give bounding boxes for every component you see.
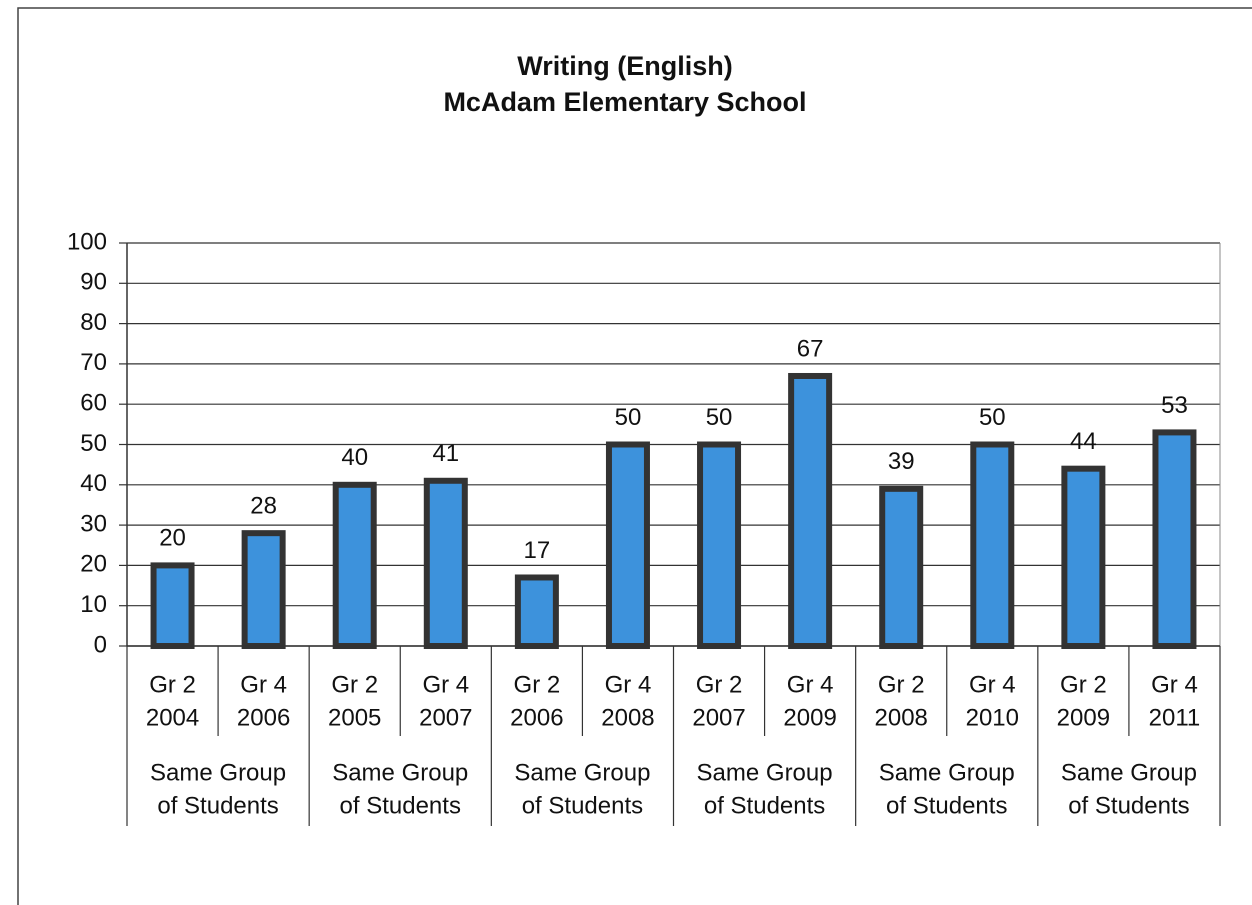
y-tick-label: 70	[80, 349, 107, 376]
frame	[17, 7, 1252, 905]
group-label: Same Group	[879, 759, 1015, 786]
group-label: Same Group	[697, 759, 833, 786]
group-label: of Students	[340, 792, 461, 819]
x-tick-label: Gr 4	[422, 671, 469, 698]
bar	[1152, 429, 1197, 649]
bar	[697, 441, 742, 649]
x-tick-label: 2007	[692, 704, 745, 731]
group-label: Same Group	[1061, 759, 1197, 786]
bar	[1061, 465, 1106, 649]
y-tick-label: 30	[80, 510, 107, 537]
data-label: 50	[706, 404, 733, 431]
group-label: Same Group	[150, 759, 286, 786]
y-tick-label: 0	[94, 631, 107, 658]
x-tick-label: 2004	[146, 704, 199, 731]
chart-title: Writing (English)	[517, 51, 732, 81]
x-tick-label: 2008	[875, 704, 928, 731]
data-label: 50	[979, 404, 1006, 431]
x-tick-label: 2007	[419, 704, 472, 731]
y-tick-label: 50	[80, 430, 107, 457]
y-tick-label: 40	[80, 470, 107, 497]
group-label: Same Group	[514, 759, 650, 786]
x-tick-label: Gr 2	[331, 671, 378, 698]
bar	[879, 485, 924, 649]
y-tick-label: 100	[67, 228, 107, 255]
bar	[150, 562, 195, 650]
x-tick-label: 2011	[1149, 704, 1201, 731]
x-tick-label: Gr 2	[696, 671, 743, 698]
x-tick-label: 2008	[601, 704, 654, 731]
bar	[970, 441, 1015, 649]
x-tick-label: Gr 2	[878, 671, 925, 698]
data-label: 20	[159, 525, 186, 552]
x-tick-label: 2006	[237, 704, 290, 731]
data-label: 28	[250, 493, 277, 520]
bar	[514, 574, 559, 649]
x-tick-label: Gr 2	[1060, 671, 1107, 698]
data-label: 67	[797, 335, 824, 362]
x-tick-label: Gr 2	[514, 671, 561, 698]
group-label: of Students	[157, 792, 278, 819]
x-tick-label: Gr 4	[605, 671, 652, 698]
x-tick-label: 2006	[510, 704, 563, 731]
x-tick-label: 2009	[783, 704, 836, 731]
bar	[423, 477, 468, 649]
chart-title: McAdam Elementary School	[443, 87, 806, 117]
x-tick-label: 2005	[328, 704, 381, 731]
y-tick-label: 80	[80, 309, 107, 336]
data-label: 39	[888, 448, 915, 475]
data-label: 40	[341, 444, 368, 471]
x-tick-label: Gr 4	[969, 671, 1016, 698]
x-tick-label: 2010	[966, 704, 1019, 731]
data-label: 50	[615, 404, 642, 431]
x-tick-label: Gr 4	[787, 671, 834, 698]
bar	[241, 530, 286, 649]
y-tick-label: 20	[80, 551, 107, 578]
group-label: of Students	[886, 792, 1007, 819]
data-label: 53	[1161, 392, 1188, 419]
bar	[788, 372, 833, 649]
group-label: of Students	[522, 792, 643, 819]
data-label: 17	[524, 537, 551, 564]
y-tick-label: 10	[80, 591, 107, 618]
bar	[605, 441, 650, 649]
x-tick-label: Gr 2	[149, 671, 196, 698]
data-label: 44	[1070, 428, 1097, 455]
data-label: 41	[432, 440, 459, 467]
x-tick-label: 2009	[1057, 704, 1110, 731]
bar	[332, 481, 377, 649]
y-tick-label: 60	[80, 390, 107, 417]
group-label: of Students	[704, 792, 825, 819]
group-label: Same Group	[332, 759, 468, 786]
group-label: of Students	[1068, 792, 1189, 819]
x-tick-label: Gr 4	[1151, 671, 1198, 698]
x-tick-label: Gr 4	[240, 671, 287, 698]
y-tick-label: 90	[80, 269, 107, 296]
